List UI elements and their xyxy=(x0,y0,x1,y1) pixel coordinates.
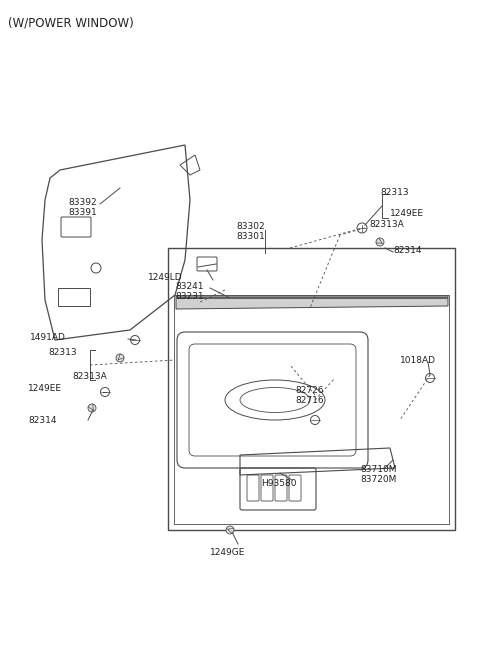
Text: 1249EE: 1249EE xyxy=(390,209,424,218)
Text: 82313: 82313 xyxy=(380,188,408,197)
Text: 82313: 82313 xyxy=(48,348,77,357)
Circle shape xyxy=(376,238,384,246)
Polygon shape xyxy=(176,296,448,309)
Text: 82313A: 82313A xyxy=(72,372,107,381)
Text: 1491AD: 1491AD xyxy=(30,333,66,342)
Text: 82726
82716: 82726 82716 xyxy=(295,386,324,405)
Text: 83392
83391: 83392 83391 xyxy=(68,198,97,217)
Text: 1018AD: 1018AD xyxy=(400,356,436,365)
Bar xyxy=(168,248,455,530)
Text: 82314: 82314 xyxy=(393,246,421,255)
Text: 83241
83231: 83241 83231 xyxy=(175,282,204,301)
Text: (W/POWER WINDOW): (W/POWER WINDOW) xyxy=(8,16,134,29)
Circle shape xyxy=(116,354,124,362)
Bar xyxy=(174,295,449,524)
Text: 82313A: 82313A xyxy=(369,220,404,229)
Circle shape xyxy=(226,526,234,534)
Text: H93580: H93580 xyxy=(261,479,297,488)
Text: 82314: 82314 xyxy=(28,416,57,425)
Text: 83710M
83720M: 83710M 83720M xyxy=(360,465,396,484)
Text: 1249EE: 1249EE xyxy=(28,384,62,393)
Text: 1249GE: 1249GE xyxy=(210,548,245,557)
Bar xyxy=(58,288,90,306)
Text: 1249LD: 1249LD xyxy=(148,273,182,282)
Text: 83302
83301: 83302 83301 xyxy=(236,222,265,241)
Circle shape xyxy=(88,404,96,412)
